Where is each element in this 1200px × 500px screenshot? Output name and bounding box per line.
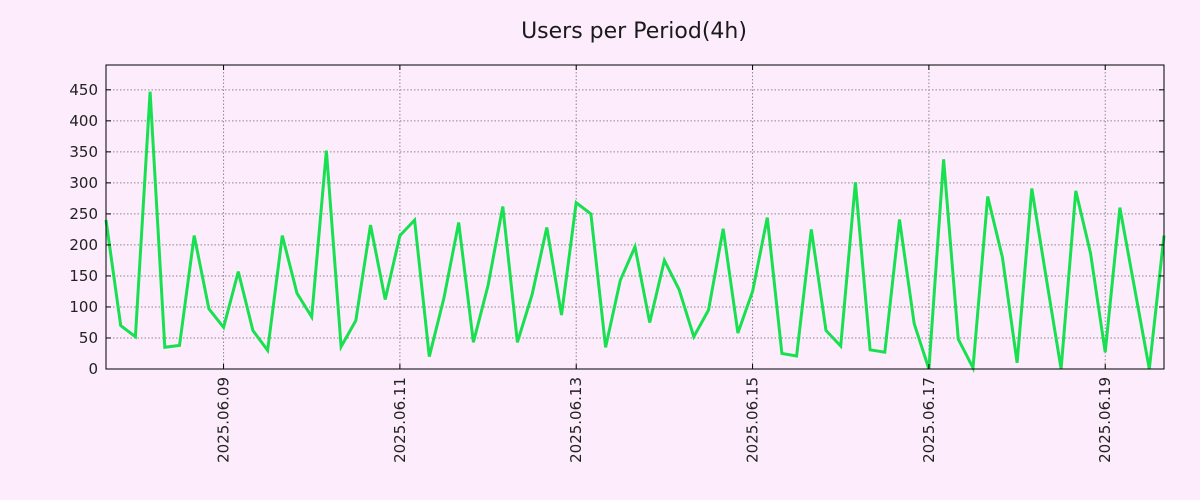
- y-tick-label: 150: [69, 267, 98, 285]
- y-tick-label: 250: [69, 205, 98, 223]
- plot-frame: [105, 64, 1165, 370]
- x-tick-label: 2025.06.13: [567, 377, 585, 463]
- y-tick-label: 100: [69, 298, 98, 316]
- y-axis: 0 50 100 150 200 250 300 350 400 450: [69, 81, 1164, 378]
- chart-title: Users per Period(4h): [521, 19, 747, 44]
- y-tick-label: 400: [69, 112, 98, 130]
- series-line: [104, 91, 1166, 374]
- x-tick-label: 2025.06.15: [744, 377, 762, 463]
- y-tick-label: 300: [69, 174, 98, 192]
- series-layer: [104, 91, 1166, 374]
- grid-lines: [106, 65, 1164, 369]
- x-axis: 2025.06.09 2025.06.11 2025.06.13 2025.06.15…: [215, 65, 1114, 463]
- plot-border: [105, 64, 1165, 370]
- y-tick-label: 0: [88, 360, 98, 378]
- y-tick-label: 50: [79, 329, 98, 347]
- x-tick-label: 2025.06.09: [215, 377, 233, 463]
- y-tick-label: 200: [69, 236, 98, 254]
- y-tick-label: 450: [69, 81, 98, 99]
- x-tick-label: 2025.06.19: [1096, 377, 1114, 463]
- y-tick-label: 350: [69, 143, 98, 161]
- x-tick-label: 2025.06.17: [920, 377, 938, 463]
- x-tick-label: 2025.06.11: [391, 377, 409, 463]
